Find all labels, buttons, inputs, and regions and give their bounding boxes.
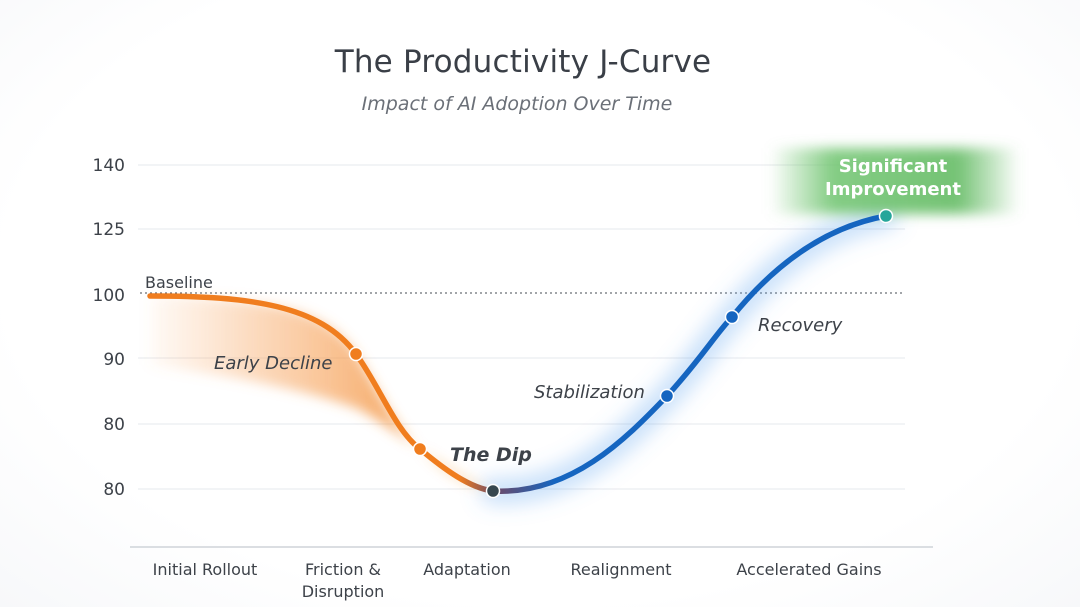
annotation-significant-improvement: Significant Improvement bbox=[825, 156, 961, 200]
x-category-label: Accelerated Gains bbox=[736, 560, 881, 579]
annotation-improvement-line: Improvement bbox=[825, 179, 961, 200]
annotation-stabilization: Stabilization bbox=[534, 382, 645, 403]
baseline-label: Baseline bbox=[145, 273, 213, 292]
marker-recovery bbox=[724, 309, 740, 325]
x-category-label-line1: Friction & bbox=[305, 560, 381, 579]
x-category-label: Adaptation bbox=[423, 560, 511, 579]
marker-dip bbox=[485, 483, 501, 499]
chart-subtitle: Impact of AI Adoption Over Time bbox=[361, 93, 673, 115]
y-tick-label: 100 bbox=[93, 286, 125, 306]
marker-friction bbox=[412, 441, 428, 457]
annotation-significant-line: Significant bbox=[839, 156, 948, 177]
annotation-early-decline: Early Decline bbox=[214, 353, 333, 374]
x-category-label-line2: Disruption bbox=[302, 582, 385, 601]
marker-early-decline bbox=[348, 346, 364, 362]
decline-band bbox=[150, 296, 493, 491]
y-axis-ticks: 140 125 100 90 80 80 bbox=[93, 156, 125, 500]
x-axis-categories: Initial Rollout Friction & Disruption Ad… bbox=[153, 560, 882, 601]
annotation-recovery: Recovery bbox=[758, 315, 843, 336]
chart-title: The Productivity J-Curve bbox=[334, 44, 712, 80]
annotation-the-dip: The Dip bbox=[450, 444, 532, 466]
x-category-label: Initial Rollout bbox=[153, 560, 258, 579]
y-tick-label: 125 bbox=[93, 220, 125, 240]
x-category-label: Realignment bbox=[570, 560, 671, 579]
y-tick-label: 140 bbox=[93, 156, 125, 176]
y-tick-label: 80 bbox=[103, 415, 125, 435]
marker-improvement bbox=[878, 208, 894, 224]
y-tick-label: 80 bbox=[103, 480, 125, 500]
recovery-glow bbox=[480, 203, 899, 505]
improvement-glow bbox=[770, 148, 1020, 214]
y-tick-label: 90 bbox=[103, 350, 125, 370]
marker-stabilization bbox=[659, 388, 675, 404]
